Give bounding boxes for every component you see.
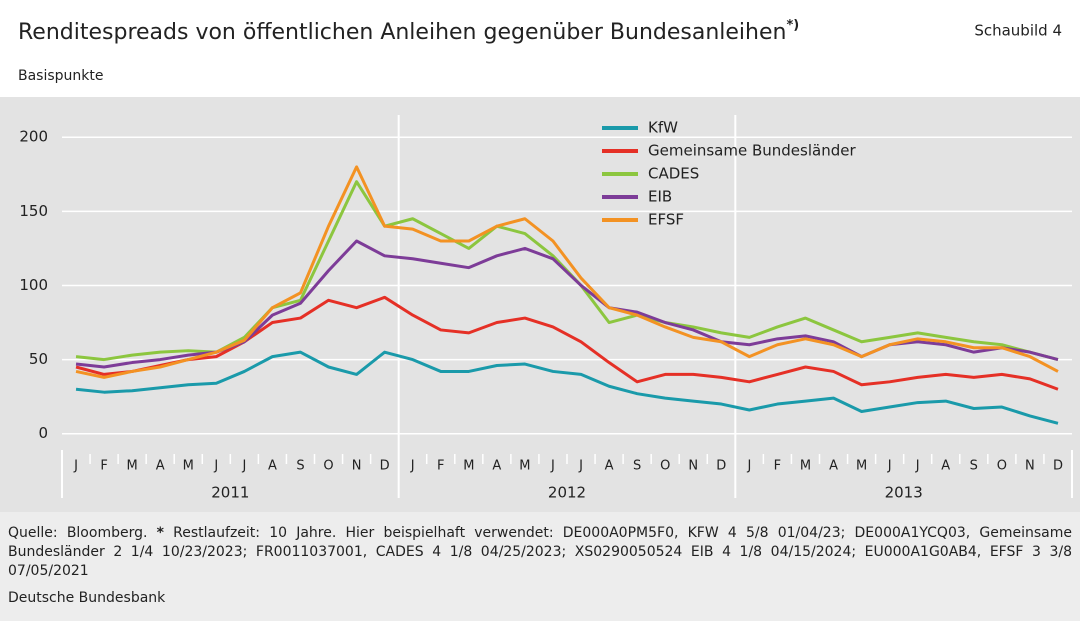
x-tick-label: M bbox=[519, 459, 530, 474]
x-tick-label: M bbox=[800, 459, 811, 474]
title-mark: *) bbox=[786, 18, 799, 33]
x-tick-label: D bbox=[1053, 459, 1063, 474]
y-tick-label: 150 bbox=[19, 202, 48, 220]
x-tick-label: D bbox=[716, 459, 726, 474]
source: Quelle: Bloomberg. bbox=[8, 525, 148, 541]
year-label: 2013 bbox=[885, 484, 923, 502]
chart: Renditespreads von öffentlichen Anleihen… bbox=[0, 18, 1080, 512]
year-label: 2012 bbox=[548, 484, 586, 502]
subtitle: Basispunkte bbox=[18, 68, 104, 84]
figure-label: Schaubild 4 bbox=[974, 22, 1062, 40]
x-tick-label: O bbox=[660, 459, 670, 474]
x-tick-label: N bbox=[1025, 459, 1035, 474]
x-tick-label: F bbox=[774, 459, 781, 474]
y-tick-label: 100 bbox=[19, 276, 48, 294]
x-tick-label: S bbox=[970, 459, 978, 474]
legend-label: KfW bbox=[648, 119, 678, 137]
x-tick-label: N bbox=[352, 459, 362, 474]
x-tick-label: S bbox=[296, 459, 304, 474]
legend-label: EFSF bbox=[648, 211, 684, 229]
footer: Quelle: Bloomberg. * Restlaufzeit: 10 Ja… bbox=[0, 512, 1080, 621]
x-tick-label: J bbox=[73, 459, 78, 474]
x-tick-label: M bbox=[127, 459, 138, 474]
series-line bbox=[75, 165, 1059, 379]
x-tick-label: A bbox=[829, 459, 838, 474]
x-tick-label: A bbox=[605, 459, 614, 474]
x-tick-label: A bbox=[156, 459, 165, 474]
x-tick-label: M bbox=[183, 459, 194, 474]
x-tick-label: O bbox=[997, 459, 1007, 474]
y-tick-label: 0 bbox=[38, 424, 48, 442]
x-tick-label: S bbox=[633, 459, 641, 474]
legend-label: CADES bbox=[648, 165, 699, 183]
x-tick-label: J bbox=[915, 459, 920, 474]
x-tick-label: M bbox=[856, 459, 867, 474]
x-tick-label: D bbox=[380, 459, 390, 474]
footnote: Restlaufzeit: 10 Jahre. Hier beispielhaf… bbox=[8, 525, 1073, 579]
x-tick-label: J bbox=[410, 459, 415, 474]
x-tick-label: M bbox=[463, 459, 474, 474]
legend-label: EIB bbox=[648, 188, 672, 206]
x-tick-label: J bbox=[550, 459, 555, 474]
x-tick-label: J bbox=[887, 459, 892, 474]
x-tick-label: N bbox=[688, 459, 698, 474]
x-tick-label: J bbox=[241, 459, 246, 474]
title-text: Renditespreads von öffentlichen Anleihen… bbox=[18, 20, 786, 45]
x-tick-label: F bbox=[437, 459, 444, 474]
series-line bbox=[75, 350, 1059, 425]
x-tick-label: J bbox=[578, 459, 583, 474]
x-tick-label: J bbox=[213, 459, 218, 474]
plot-background bbox=[0, 97, 1080, 512]
chart-title: Renditespreads von öffentlichen Anleihen… bbox=[18, 18, 799, 46]
x-tick-label: A bbox=[941, 459, 950, 474]
x-tick-label: F bbox=[100, 459, 107, 474]
legend-label: Gemeinsame Bundesländer bbox=[648, 142, 856, 160]
publisher: Deutsche Bundesbank bbox=[8, 590, 166, 606]
year-label: 2011 bbox=[211, 484, 249, 502]
x-tick-label: A bbox=[492, 459, 501, 474]
y-tick-label: 200 bbox=[19, 128, 48, 146]
y-tick-label: 50 bbox=[29, 350, 48, 368]
footnote-mark: * bbox=[156, 525, 164, 541]
x-tick-label: A bbox=[268, 459, 277, 474]
footnote-text: Quelle: Bloomberg. * Restlaufzeit: 10 Ja… bbox=[8, 524, 1072, 581]
x-tick-label: J bbox=[746, 459, 751, 474]
x-tick-label: O bbox=[323, 459, 333, 474]
